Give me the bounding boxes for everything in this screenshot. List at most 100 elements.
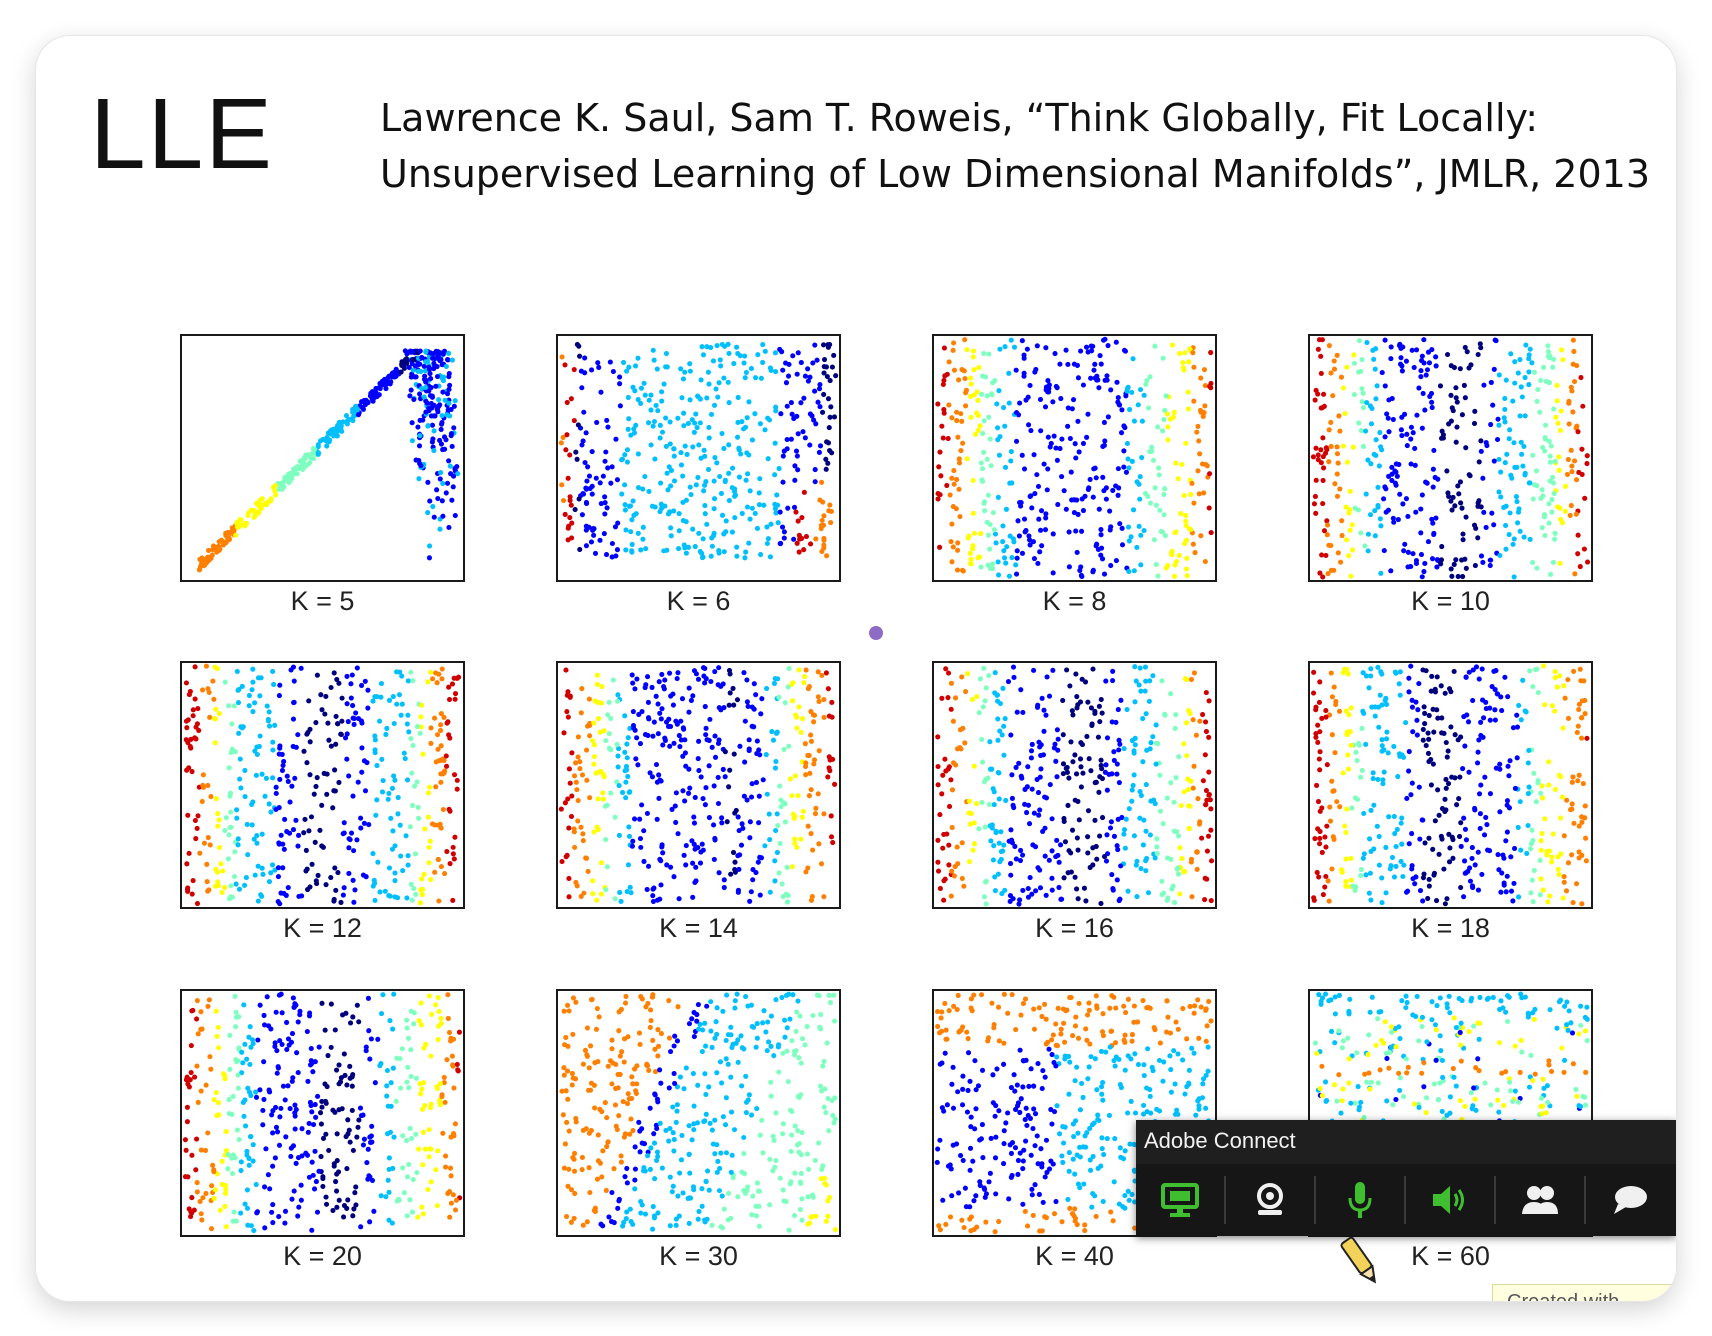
scatter-point: [748, 889, 754, 895]
scatter-point: [777, 840, 783, 846]
scatter-point: [830, 756, 836, 762]
scatter-point: [789, 793, 795, 799]
scatter-point: [705, 466, 712, 472]
scatter-point: [715, 800, 722, 807]
scatter-point: [567, 494, 573, 500]
scatter-point: [1453, 385, 1459, 391]
scatter-point: [1410, 876, 1416, 882]
scatter-point: [1109, 871, 1115, 878]
scatter-point: [1533, 799, 1539, 805]
scatter-point: [1566, 398, 1572, 404]
scatter-point: [270, 739, 276, 745]
scatter-point: [734, 553, 740, 559]
scatter-point: [1530, 452, 1536, 458]
scatter-point: [1116, 737, 1122, 743]
scatter-point: [771, 1137, 777, 1144]
scatter-point: [1511, 574, 1517, 580]
scatter-point: [1324, 762, 1330, 768]
scatter-point: [1406, 768, 1412, 774]
scatter-point: [591, 761, 597, 767]
scatter-point: [1552, 675, 1558, 681]
scatter-point: [227, 1066, 233, 1072]
scatter-point: [185, 885, 191, 891]
scatter-point: [1059, 474, 1065, 480]
scatter-point: [559, 482, 565, 488]
scatter-point: [236, 1045, 242, 1051]
scatter-point: [1525, 791, 1531, 797]
scatter-point: [277, 1038, 283, 1044]
scatter-point: [715, 740, 722, 747]
scatter-point: [1381, 548, 1387, 554]
scatter-point: [778, 540, 784, 546]
scatter-point: [1149, 444, 1155, 450]
scatter-point: [1449, 774, 1455, 780]
scatter-point: [1540, 795, 1546, 801]
scatter-point: [635, 355, 641, 361]
scatter-point: [683, 1065, 689, 1071]
scatter-point: [341, 1051, 347, 1057]
scatter-point: [229, 721, 235, 727]
scatter-point: [1355, 507, 1361, 513]
scatter-point: [807, 374, 813, 380]
scatter-point: [1055, 501, 1061, 508]
scatter-point: [200, 1195, 206, 1201]
scatter-point: [1331, 366, 1338, 372]
scatter-point: [726, 702, 732, 708]
scatter-point: [995, 871, 1001, 877]
scatter-panel: [932, 334, 1217, 582]
scatter-point: [1456, 796, 1462, 802]
scatter-point: [1478, 732, 1484, 738]
scatter-point: [1331, 358, 1337, 364]
scatter-point: [1350, 444, 1356, 450]
scatter-point: [1406, 675, 1412, 681]
scatter-point: [216, 845, 223, 851]
scatter-point: [1552, 669, 1558, 675]
scatter-point: [421, 363, 427, 369]
scatter-point: [706, 763, 712, 769]
scatter-point: [607, 359, 613, 365]
scatter-point: [1038, 752, 1044, 758]
scatter-point: [997, 728, 1003, 734]
scatter-point: [693, 411, 699, 417]
scatter-point: [1208, 858, 1215, 864]
scatter-point: [1100, 474, 1106, 480]
scatter-point: [1388, 344, 1394, 350]
scatter-point: [610, 368, 616, 375]
scatter-point: [1313, 477, 1319, 483]
scatter-point: [674, 1102, 680, 1108]
scatter-point: [1104, 377, 1110, 383]
scatter-point: [227, 790, 234, 796]
scatter-point: [439, 375, 445, 381]
scatter-point: [1037, 396, 1044, 403]
scatter-point: [1029, 891, 1035, 897]
scatter-point: [722, 477, 728, 483]
scatter-plot: [1310, 337, 1591, 580]
scatter-point: [657, 508, 663, 515]
scatter-point: [1582, 803, 1588, 809]
scatter-point: [1129, 787, 1135, 793]
scatter-point: [398, 853, 404, 859]
scatter-point: [681, 423, 687, 429]
scatter-point: [326, 737, 332, 743]
scatter-point: [817, 497, 823, 503]
scatter-point: [1091, 466, 1097, 472]
scatter-point: [788, 400, 794, 406]
scatter-point: [1433, 363, 1439, 369]
scatter-point: [658, 501, 664, 507]
scatter-point: [800, 429, 806, 435]
scatter-point: [1187, 711, 1193, 717]
scatter-point: [986, 414, 992, 420]
scatter-point: [1013, 367, 1019, 373]
scatter-point: [1457, 774, 1463, 780]
scatter-point: [1546, 380, 1553, 386]
scatter-point: [637, 816, 643, 822]
scatter-point: [622, 749, 628, 755]
scatter-point: [199, 1026, 205, 1032]
scatter-point: [213, 1008, 219, 1014]
scatter-point: [1395, 517, 1401, 523]
scatter-point: [942, 756, 948, 762]
scatter-point: [334, 1131, 340, 1137]
scatter-point: [1108, 819, 1114, 825]
scatter-point: [1434, 557, 1440, 563]
scatter-point: [433, 670, 439, 676]
